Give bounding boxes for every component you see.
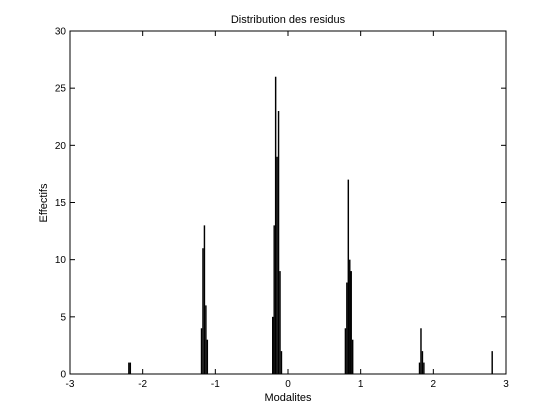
x-tick-label: 0 (285, 379, 291, 390)
y-axis-label: Effectifs (38, 183, 50, 222)
chart-title: Distribution des residus (231, 14, 346, 26)
histogram-bar (203, 225, 206, 374)
x-tick-label: -3 (66, 379, 75, 390)
histogram-bar (418, 362, 421, 374)
histogram-bar (344, 328, 347, 374)
x-tick-label: 3 (503, 379, 509, 390)
histogram-bar (128, 362, 130, 374)
histogram-bar (129, 362, 132, 374)
histogram-bar (200, 328, 203, 374)
y-tick-label: 10 (55, 255, 67, 266)
histogram-bar (350, 271, 352, 374)
histogram-bar (349, 259, 351, 374)
x-axis-label: Modalites (264, 392, 312, 404)
y-tick-label: 30 (55, 27, 67, 38)
y-tick-label: 25 (55, 84, 67, 95)
x-tick-label: 2 (431, 379, 437, 390)
plot-area (69, 30, 507, 375)
histogram-bar (279, 271, 281, 374)
x-tick-label: 1 (358, 379, 364, 390)
y-tick-label: 0 (60, 370, 66, 381)
y-tick-label: 20 (55, 141, 67, 152)
histogram-bar (351, 339, 354, 374)
histogram-bar (347, 179, 350, 374)
x-axis-ticks: -3 -2 -1 0 1 2 3 (66, 31, 509, 390)
histogram-bar (206, 339, 209, 374)
histogram-bar (491, 351, 493, 374)
histogram-bar (274, 76, 277, 374)
histogram-bar (280, 351, 283, 374)
histogram-bar (272, 316, 274, 374)
histogram-bar (276, 156, 278, 374)
y-axis-ticks: 0 5 10 15 20 25 30 (55, 27, 506, 381)
histogram-bar (423, 362, 425, 374)
histogram-bar (273, 225, 275, 374)
histogram-bar (421, 351, 424, 374)
histogram-bar (277, 111, 280, 374)
x-tick-label: -2 (138, 379, 147, 390)
bars-group (128, 76, 493, 374)
y-tick-label: 5 (60, 312, 66, 323)
histogram-bar (420, 328, 422, 374)
x-tick-label: -1 (211, 379, 220, 390)
histogram-bar (346, 282, 348, 374)
histogram-bar (205, 305, 207, 374)
histogram-bar (202, 248, 204, 374)
y-tick-label: 15 (55, 198, 67, 209)
